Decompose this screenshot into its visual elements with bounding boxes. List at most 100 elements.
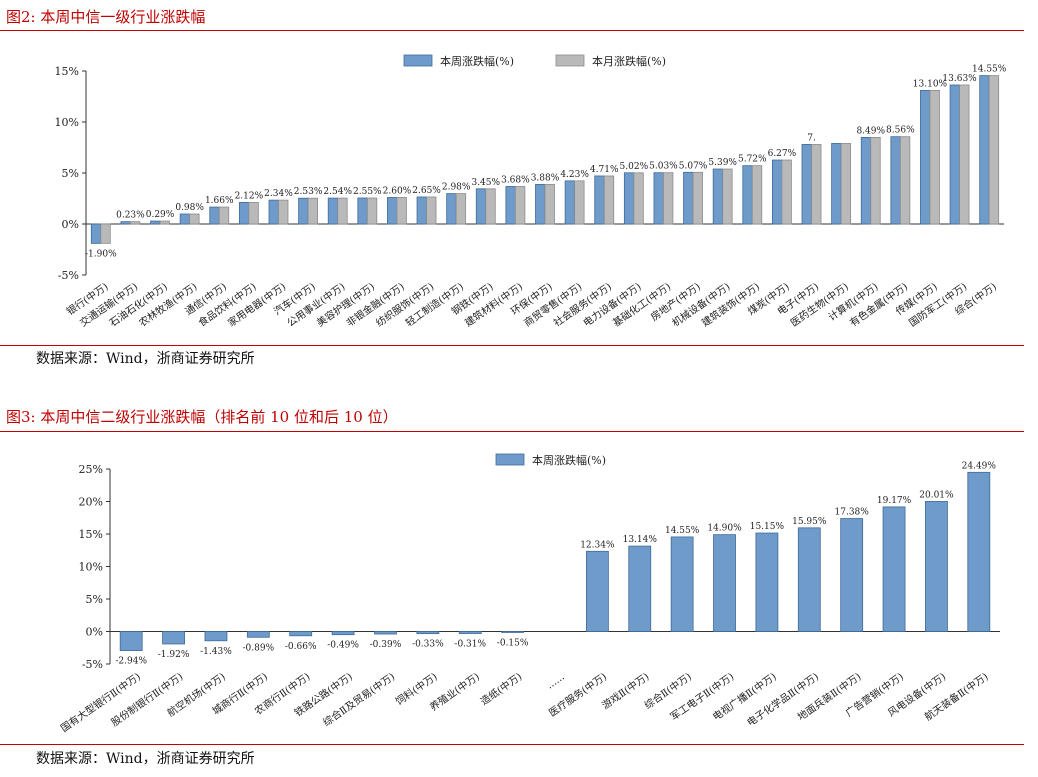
data-label: 2.54% — [323, 187, 352, 197]
y-tick-label: 0% — [62, 218, 79, 231]
y-tick-label: 10% — [55, 116, 79, 129]
bar — [797, 527, 821, 632]
data-label: 5.39% — [708, 158, 737, 168]
data-label: 2.34% — [264, 189, 293, 199]
data-label: 8.56% — [886, 126, 915, 136]
data-label: -0.31% — [454, 640, 486, 650]
data-label: 14.55% — [665, 526, 700, 536]
data-label: 2.53% — [294, 187, 323, 197]
data-label: 3.68% — [501, 175, 530, 185]
bar — [337, 197, 348, 225]
x-category-label: 综合Ⅱ及贸易(中万) — [320, 670, 397, 729]
bar — [628, 545, 652, 632]
x-category-label: 国有大型银行Ⅱ(中万) — [58, 670, 143, 735]
legend-swatch — [403, 54, 433, 67]
bar — [100, 223, 111, 244]
data-label: 5.72% — [738, 155, 767, 165]
chart-2-industry-level-2: 25% 20% 15% 10% 5% 0% -5% 本周涨跌幅(%) -2.94% 国有大型银行Ⅱ… — [58, 453, 1000, 735]
bar — [162, 631, 185, 645]
data-label: 2.55% — [353, 187, 382, 197]
data-label: 0.29% — [146, 210, 175, 220]
y-tick-label: 10% — [79, 561, 103, 574]
figure-2-source-rule — [0, 744, 1024, 745]
bar — [840, 143, 852, 225]
y-tick-label: 5% — [62, 167, 79, 180]
bar — [574, 180, 585, 225]
data-label: 3.45% — [471, 178, 500, 188]
data-label: -0.33% — [412, 640, 444, 650]
data-label: 2.98% — [442, 183, 471, 193]
data-label: 8.49% — [856, 126, 885, 136]
figure-2-title-rule — [0, 431, 1024, 432]
bar — [426, 196, 437, 225]
data-label: -1.92% — [158, 650, 190, 660]
x-category-label: ...... — [545, 671, 567, 691]
bar — [967, 471, 991, 632]
data-label: 5.02% — [620, 162, 649, 172]
bar — [396, 197, 407, 225]
y-tick-label: 5% — [86, 593, 103, 606]
bar — [416, 631, 440, 635]
legend-label: 本周涨跌幅(%) — [532, 453, 606, 467]
bar — [603, 175, 615, 225]
data-label: 6.27% — [768, 149, 797, 159]
data-label: -0.15% — [497, 638, 529, 648]
bar — [289, 631, 313, 637]
data-label: 20.01% — [919, 490, 954, 500]
data-label: 5.03% — [649, 162, 678, 172]
data-label: 13.63% — [942, 74, 977, 84]
figure-1-source: 数据来源：Wind，浙商证券研究所 — [36, 351, 255, 367]
bar — [840, 518, 864, 632]
bar — [204, 631, 228, 642]
figure-1-title-rule — [0, 30, 1024, 31]
data-label: -1.43% — [200, 647, 232, 657]
figure-2-title: 图3: 本周中信二级行业涨跌幅（排名前 10 位和后 10 位） — [6, 408, 398, 426]
bar — [959, 84, 970, 225]
bar — [585, 550, 609, 632]
bar — [692, 171, 703, 225]
data-label: -0.66% — [285, 642, 317, 652]
data-label: -1.90% — [85, 249, 117, 259]
data-label: 14.55% — [972, 65, 1007, 75]
bar — [458, 631, 482, 634]
data-label: 1.66% — [205, 196, 234, 206]
figure-2-source: 数据来源：Wind，浙商证券研究所 — [36, 751, 255, 767]
data-label: 5.07% — [679, 161, 708, 171]
data-label: 4.23% — [560, 170, 589, 180]
bar — [119, 631, 143, 652]
legend-label: 本周涨跌幅(%) — [440, 54, 514, 68]
bar — [751, 165, 763, 225]
bar — [870, 137, 881, 225]
bar — [278, 199, 289, 225]
y-tick-label: 0% — [86, 626, 103, 639]
data-label: 19.17% — [877, 496, 912, 506]
bar — [455, 193, 467, 225]
figure-1-title: 图2: 本周中信一级行业涨跌幅 — [6, 8, 206, 26]
y-tick-label: -5% — [82, 658, 103, 671]
bar — [713, 534, 736, 632]
data-label: 12.34% — [580, 540, 615, 550]
figure-1-source-rule — [0, 345, 1024, 346]
data-label: 7. — [807, 133, 816, 143]
x-category-label: 电子化学品Ⅱ(中万) — [744, 670, 821, 729]
data-label: -2.94% — [115, 657, 147, 667]
bar — [307, 197, 318, 225]
bar — [331, 631, 355, 636]
data-label: 17.38% — [835, 508, 870, 518]
bar — [544, 184, 555, 225]
bar — [925, 501, 948, 632]
bar — [670, 536, 694, 632]
bar — [366, 197, 378, 225]
y-tick-label: -5% — [58, 269, 79, 282]
bar — [159, 220, 170, 225]
bar — [929, 89, 940, 225]
data-label: -0.89% — [243, 643, 275, 653]
legend-label: 本月涨跌幅(%) — [592, 54, 666, 68]
bar — [485, 188, 496, 225]
data-label: 14.90% — [707, 524, 742, 534]
bar — [248, 201, 259, 225]
data-label: 2.12% — [235, 191, 264, 201]
bar — [514, 186, 526, 225]
data-label: 24.49% — [962, 461, 997, 471]
x-category-label: 股份制银行Ⅱ(中万) — [109, 670, 186, 729]
